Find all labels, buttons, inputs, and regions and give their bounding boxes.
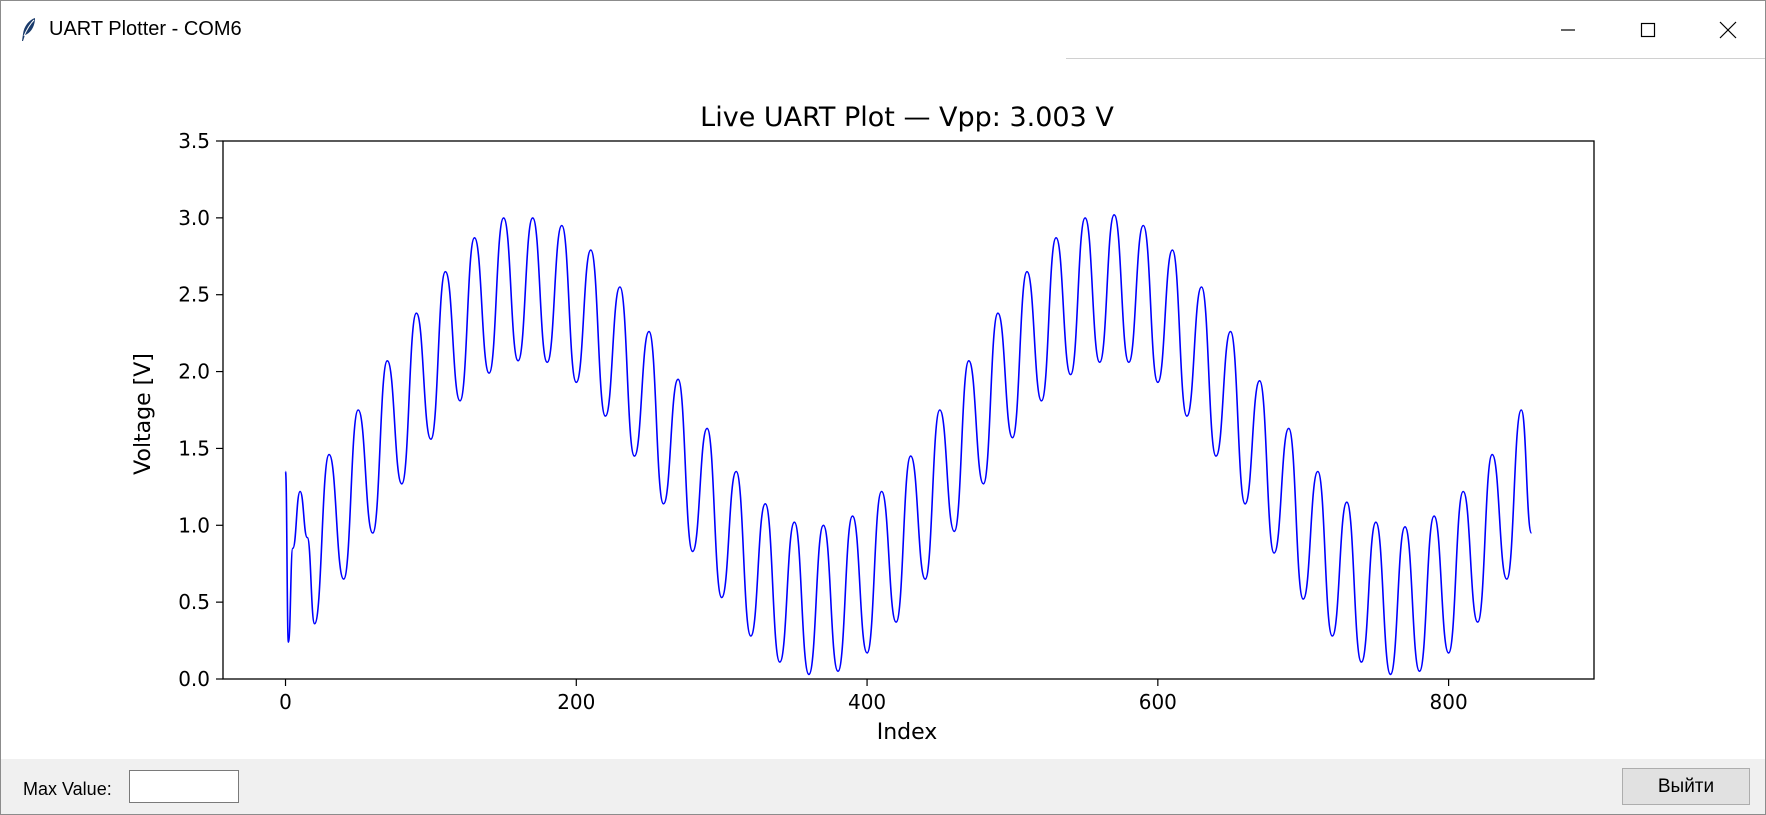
y-tick-label: 0.5 bbox=[178, 590, 210, 614]
maximize-icon bbox=[1640, 22, 1656, 38]
y-tick-label: 2.5 bbox=[178, 283, 210, 307]
close-icon bbox=[1719, 21, 1737, 39]
y-tick-label: 1.0 bbox=[178, 513, 210, 537]
chart-title: Live UART Plot — Vpp: 3.003 V bbox=[700, 102, 1114, 133]
max-value-input[interactable] bbox=[129, 770, 239, 803]
y-tick-label: 1.5 bbox=[178, 436, 210, 460]
window-title: UART Plotter - COM6 bbox=[49, 18, 242, 40]
x-tick-label: 200 bbox=[557, 690, 595, 714]
x-tick-label: 400 bbox=[848, 690, 886, 714]
control-bar: Max Value: Выйти bbox=[1, 759, 1765, 814]
y-tick-label: 3.0 bbox=[178, 206, 210, 230]
exit-button[interactable]: Выйти bbox=[1622, 768, 1750, 805]
series-line bbox=[284, 214, 1533, 676]
max-value-label: Max Value: bbox=[23, 779, 112, 799]
close-button[interactable] bbox=[1688, 1, 1765, 59]
x-tick-label: 0 bbox=[279, 690, 292, 714]
y-tick-label: 2.0 bbox=[178, 360, 210, 384]
x-tick-label: 800 bbox=[1430, 690, 1468, 714]
axes-frame bbox=[222, 140, 1595, 680]
minimize-button[interactable] bbox=[1528, 1, 1608, 59]
y-axis-label: Voltage [V] bbox=[131, 353, 156, 475]
titlebar-divider bbox=[1066, 58, 1765, 59]
feather-icon bbox=[22, 18, 35, 41]
x-tick-label: 600 bbox=[1139, 690, 1177, 714]
uart-line-chart: Live UART Plot — Vpp: 3.003 V Index Volt… bbox=[131, 102, 1595, 745]
axis-ticks: 0 200 400 600 800 0.0 0.5 1.0 1.5 2.0 2.5 3.0 3.5 bbox=[178, 129, 1468, 714]
series-group bbox=[284, 214, 1533, 676]
maximize-button[interactable] bbox=[1608, 1, 1688, 59]
y-tick-label: 0.0 bbox=[178, 667, 210, 691]
plot-canvas: Live UART Plot — Vpp: 3.003 V Index Volt… bbox=[1, 59, 1765, 759]
title-bar[interactable]: UART Plotter - COM6 bbox=[1, 1, 1765, 59]
minimize-icon bbox=[1561, 29, 1575, 31]
y-tick-label: 3.5 bbox=[178, 129, 210, 153]
x-axis-label: Index bbox=[877, 720, 938, 745]
